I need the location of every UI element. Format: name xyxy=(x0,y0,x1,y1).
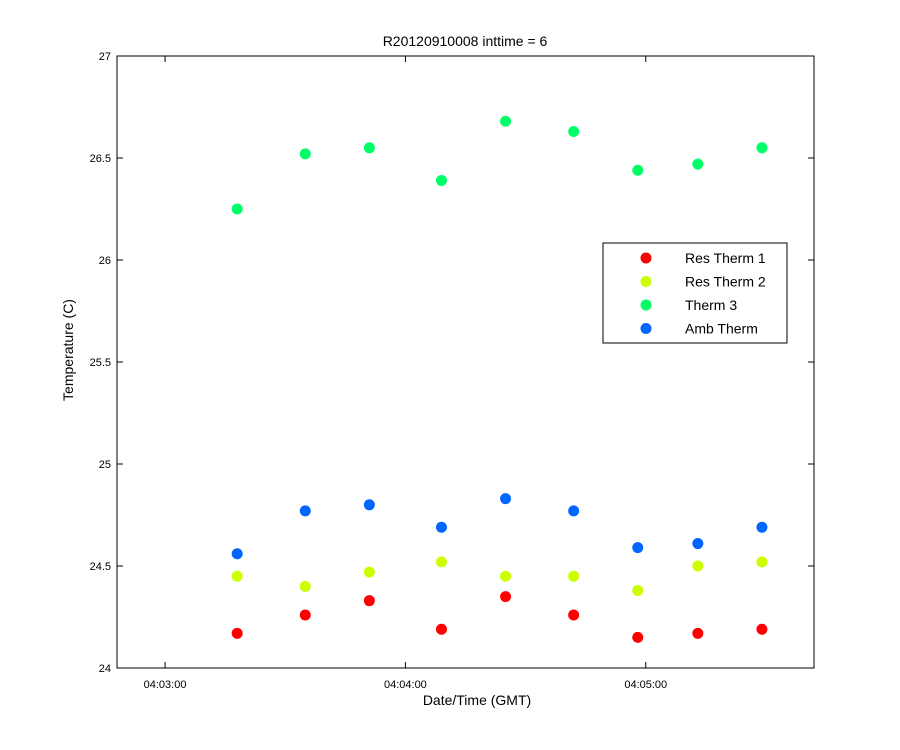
legend-marker-therm-3 xyxy=(640,299,652,311)
legend-label-res-therm-1: Res Therm 1 xyxy=(685,250,766,266)
legend-marker-res-therm-2 xyxy=(640,276,652,287)
data-points xyxy=(231,115,768,643)
y-tick-label: 26.5 xyxy=(90,153,111,165)
point-amb-therm xyxy=(231,548,243,560)
y-tick-label: 24 xyxy=(99,663,111,675)
legend-marker-res-therm-1 xyxy=(640,252,652,264)
x-tick-label: 04:05:00 xyxy=(624,679,667,691)
point-res-therm-1 xyxy=(500,591,512,603)
point-res-therm-2 xyxy=(692,560,704,572)
point-amb-therm xyxy=(435,521,447,533)
y-tick-label: 27 xyxy=(99,51,111,63)
y-axis: 24 24.5 25 25.5 26 26.5 27 xyxy=(90,51,814,675)
y-axis-title: Temperature (C) xyxy=(60,299,76,401)
point-res-therm-1 xyxy=(632,631,644,643)
point-res-therm-2 xyxy=(632,584,644,596)
point-res-therm-2 xyxy=(435,556,447,568)
legend-label-amb-therm: Amb Therm xyxy=(685,321,758,337)
point-therm-3 xyxy=(299,148,311,160)
y-tick-label: 25.5 xyxy=(90,357,111,369)
point-res-therm-2 xyxy=(568,570,580,582)
x-tick-label: 04:04:00 xyxy=(384,679,427,691)
point-amb-therm xyxy=(632,542,644,554)
point-res-therm-1 xyxy=(231,627,243,639)
point-amb-therm xyxy=(363,499,375,511)
point-res-therm-1 xyxy=(692,627,704,639)
y-tick-label: 26 xyxy=(99,255,111,267)
chart-title: R20120910008 inttime = 6 xyxy=(383,33,548,49)
point-res-therm-2 xyxy=(500,570,512,582)
point-amb-therm xyxy=(500,493,512,505)
legend-label-therm-3: Therm 3 xyxy=(685,297,737,313)
point-therm-3 xyxy=(756,142,768,154)
legend-box xyxy=(602,242,788,344)
point-res-therm-1 xyxy=(435,623,447,635)
point-res-therm-1 xyxy=(299,609,311,621)
legend-marker-amb-therm xyxy=(640,323,652,334)
point-res-therm-1 xyxy=(568,609,580,621)
point-amb-therm xyxy=(756,521,768,533)
y-tick-label: 25 xyxy=(99,459,111,471)
point-therm-3 xyxy=(435,174,447,186)
point-amb-therm xyxy=(299,505,311,517)
legend-label-res-therm-2: Res Therm 2 xyxy=(685,274,766,290)
point-res-therm-2 xyxy=(363,566,375,578)
point-res-therm-2 xyxy=(299,580,311,592)
y-tick-label: 24.5 xyxy=(90,561,111,573)
point-therm-3 xyxy=(500,115,512,127)
point-res-therm-2 xyxy=(231,570,243,582)
point-therm-3 xyxy=(692,158,704,170)
point-therm-3 xyxy=(231,203,243,215)
point-res-therm-1 xyxy=(363,595,375,607)
point-amb-therm xyxy=(692,538,704,550)
x-axis: 04:03:00 04:04:00 04:05:00 xyxy=(144,56,667,691)
point-therm-3 xyxy=(632,164,644,176)
legend: Res Therm 1 Res Therm 2 Therm 3 Amb Therm xyxy=(602,242,788,344)
point-amb-therm xyxy=(568,505,580,517)
point-res-therm-2 xyxy=(756,556,768,568)
x-tick-label: 04:03:00 xyxy=(144,679,187,691)
x-axis-title: Date/Time (GMT) xyxy=(423,692,531,708)
point-res-therm-1 xyxy=(756,623,768,635)
point-therm-3 xyxy=(363,142,375,154)
point-therm-3 xyxy=(568,125,580,137)
